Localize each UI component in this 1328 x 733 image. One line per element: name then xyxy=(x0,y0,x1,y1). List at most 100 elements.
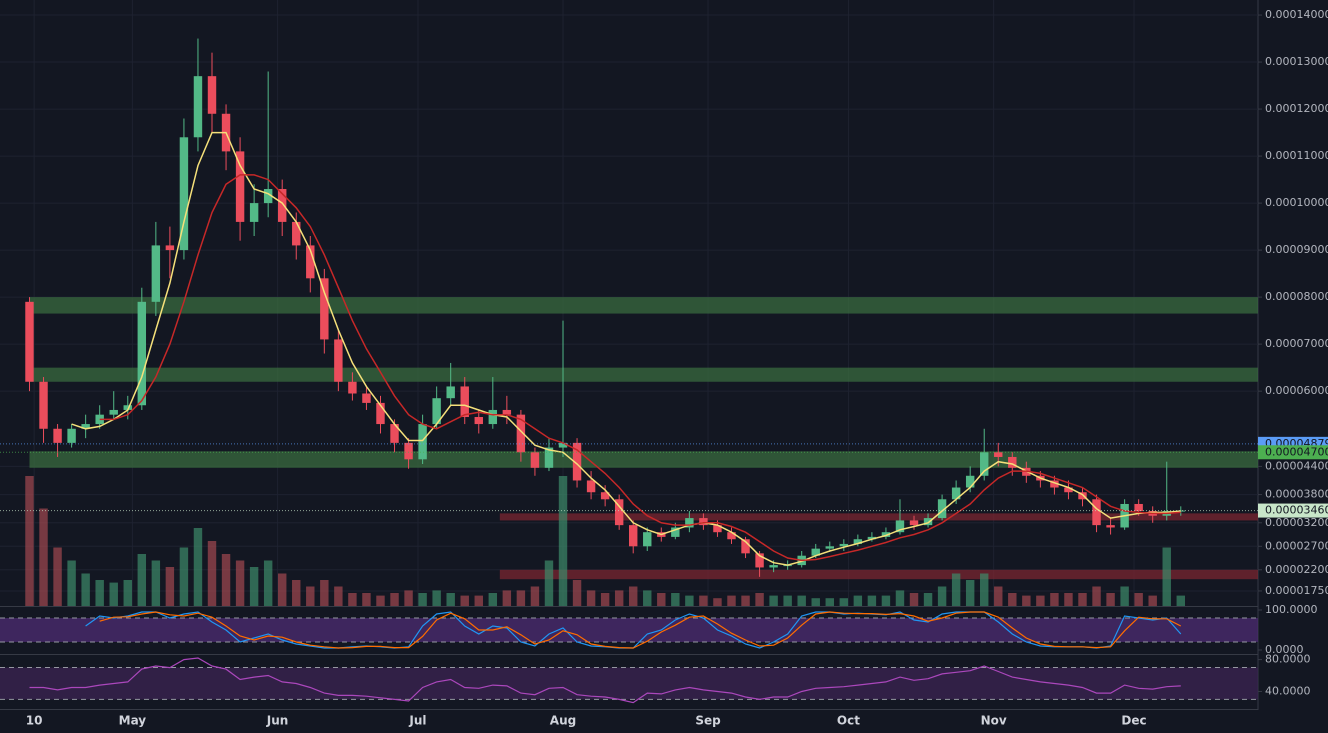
moving-average xyxy=(71,131,1181,566)
volume-bar xyxy=(909,593,919,606)
candle-body xyxy=(1050,480,1059,488)
candle-body xyxy=(95,414,104,425)
y-tick-label: 0.00002700 xyxy=(1265,539,1328,552)
volume-bar xyxy=(685,595,694,606)
volume-bar xyxy=(1050,593,1059,606)
volume-bar xyxy=(994,586,1003,606)
price-label-box xyxy=(1258,503,1328,518)
volume-bar xyxy=(1148,595,1157,606)
candle-body xyxy=(629,525,638,547)
volume-bar xyxy=(348,593,357,606)
candle-body xyxy=(558,442,568,448)
zone xyxy=(499,569,1259,580)
volume-bar xyxy=(95,580,104,606)
y-tick-label: 80.0000 xyxy=(1265,653,1311,666)
volume-bar xyxy=(376,595,385,606)
volume-bar xyxy=(741,595,750,606)
volume-bar xyxy=(474,595,483,606)
volume-bar xyxy=(1036,595,1045,606)
volume-bar xyxy=(544,560,554,606)
y-tick-label: 0.00012000 xyxy=(1265,102,1328,115)
volume-bar xyxy=(671,593,680,606)
candle-body xyxy=(376,402,385,425)
volume-bar xyxy=(488,593,498,606)
price-label-box xyxy=(1258,445,1328,460)
volume-bar xyxy=(1092,586,1101,606)
candle-body xyxy=(544,447,554,468)
indicator-band xyxy=(0,667,1258,700)
volume-bar xyxy=(306,586,315,606)
candle-body xyxy=(249,203,259,222)
candle-body xyxy=(193,76,203,138)
candle-body xyxy=(53,428,62,443)
candle-body xyxy=(994,452,1003,457)
candle-body xyxy=(179,137,189,251)
zone xyxy=(499,513,1259,521)
volume-bar xyxy=(713,598,722,606)
candle-body xyxy=(530,452,540,468)
volume-bar xyxy=(292,580,301,606)
volume-bar xyxy=(1078,593,1087,606)
candle-body xyxy=(1092,499,1101,526)
volume-bar xyxy=(783,595,792,606)
candle-body xyxy=(614,499,624,526)
x-tick-label: Jun xyxy=(266,714,289,728)
zone xyxy=(29,297,1258,314)
volume-bar xyxy=(165,567,175,606)
volume-bar xyxy=(1106,593,1115,606)
candle-body xyxy=(151,245,161,302)
price-label: 0.00003460 xyxy=(1265,504,1328,517)
candle-body xyxy=(502,409,512,415)
volume-bar xyxy=(277,573,287,606)
volume-bar xyxy=(657,593,666,606)
volume-bar xyxy=(39,508,48,606)
candle-body xyxy=(671,527,680,537)
volume-bar xyxy=(727,595,736,606)
volume-bar xyxy=(923,593,933,606)
candle-body xyxy=(867,536,877,540)
x-tick-label: 10 xyxy=(26,714,43,728)
volume-bar xyxy=(811,598,820,606)
y-tick-label: 0.00010000 xyxy=(1265,196,1328,209)
candle-body xyxy=(699,518,708,526)
volume-bar xyxy=(1176,595,1185,606)
candle-body xyxy=(769,565,778,568)
candle-body xyxy=(1134,503,1143,512)
candle-body xyxy=(965,475,975,488)
volume-bar xyxy=(207,541,217,606)
volume-bar xyxy=(839,598,849,606)
candle-body xyxy=(1008,456,1017,468)
volume-bar xyxy=(530,586,540,606)
y-tick-label: 0.00007000 xyxy=(1265,337,1328,350)
candle-body xyxy=(67,428,76,443)
volume-bar xyxy=(1134,593,1143,606)
volume-bar xyxy=(179,547,189,606)
candle-body xyxy=(1064,487,1073,493)
volume-bar xyxy=(614,590,624,606)
y-tick-label: 0.00013000 xyxy=(1265,55,1328,68)
y-tick-label: 0.00001750 xyxy=(1265,584,1328,597)
volume-bar xyxy=(895,590,905,606)
candle-body xyxy=(643,532,652,547)
volume-bar xyxy=(1162,547,1171,606)
volume-bar xyxy=(965,580,975,606)
volume-bar xyxy=(699,595,708,606)
volume-bar xyxy=(362,593,371,606)
volume-bar xyxy=(1008,593,1017,606)
y-tick-label: 0.00014000 xyxy=(1265,8,1328,21)
candle-body xyxy=(516,414,526,453)
x-tick-label: Dec xyxy=(1121,714,1146,728)
x-tick-label: Sep xyxy=(695,714,721,728)
volume-bar xyxy=(53,547,62,606)
candle-body xyxy=(811,548,820,556)
volume-bar xyxy=(137,554,147,606)
candle-body xyxy=(488,409,498,425)
volume-bar xyxy=(460,595,469,606)
candle-body xyxy=(362,393,371,403)
x-tick-label: Jul xyxy=(408,714,426,728)
volume-bar xyxy=(600,593,610,606)
volume-bar xyxy=(1064,593,1073,606)
candle-body xyxy=(348,381,357,394)
